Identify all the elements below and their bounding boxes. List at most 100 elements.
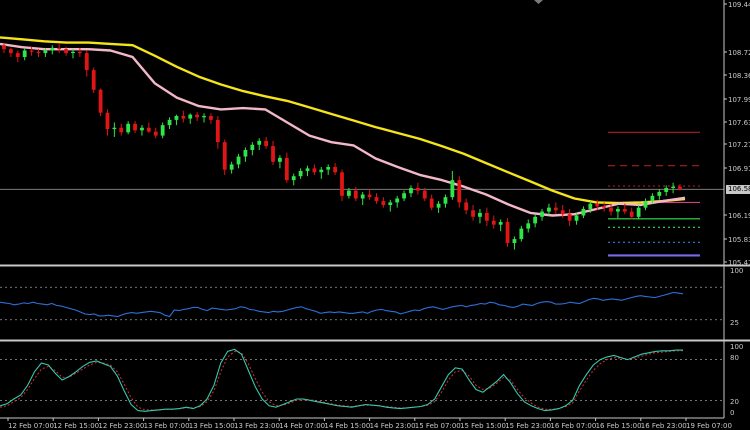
candle-body [436,203,441,208]
candle-body [71,51,75,54]
time-tick-label: 12 Feb 07:00 [8,422,54,430]
candle-body [112,127,117,130]
candle-body [195,114,200,118]
candle-body [257,140,262,145]
price-panel [0,36,724,257]
candle-body [174,115,179,120]
scroll-marker-icon[interactable] [534,0,543,4]
time-tick-label: 16 Feb 23:00 [641,422,687,430]
candle-body [664,187,669,192]
candle-body [215,119,220,143]
candle-body [271,146,275,162]
candle-body [671,186,675,188]
candle-body [15,53,20,58]
candle-body [209,115,213,120]
rsi-tick-label: 100 [730,267,743,275]
candle-body [422,190,427,199]
time-tick-label: 15 Feb 23:00 [505,422,551,430]
candle-body [43,50,48,54]
candle-body [560,210,565,215]
candle-body [264,140,269,147]
stochastic-main-line [0,348,683,412]
candle-body [236,156,241,165]
candle-body [360,194,365,199]
candle-body [133,123,137,131]
price-tick-label: 108.36 [728,72,750,80]
candle-body [126,123,131,133]
candle-body [278,157,282,162]
candle-body [409,187,413,194]
candle-body [305,168,310,171]
candle-body [457,180,462,203]
candle-body [643,201,648,208]
candle-body [464,202,469,211]
candle-body [512,239,517,244]
time-tick-label: 16 Feb 07:00 [550,422,596,430]
price-tick-label: 108.72 [728,49,750,57]
candle-body [22,50,27,58]
candle-body [381,201,386,206]
candle-body [167,119,172,126]
candle-body [505,222,510,244]
rsi-tick-label: 25 [730,319,739,327]
candle-body [298,170,303,177]
candle-body [153,131,158,136]
candle-body [622,208,627,212]
candle-body [50,47,55,51]
candle-body [526,223,531,229]
price-tick-label: 106.91 [728,165,750,173]
candle-body [609,207,613,212]
candle-body [374,197,379,202]
candle-body [340,172,344,196]
time-tick-label: 15 Feb 15:00 [460,422,506,430]
candle-body [429,198,434,208]
candle-body [36,51,41,54]
candle-body [98,89,103,113]
candle-body [146,127,151,132]
candle-body [181,115,186,119]
candle-body [326,167,331,170]
candle-body [581,208,586,216]
candle-body [105,112,110,130]
stochastic-tick-label: 20 [730,398,739,406]
candle-body [498,222,503,225]
candle-body [657,191,662,196]
candle-body [491,220,496,225]
candle-body [291,176,296,181]
candle-body [29,50,34,52]
stochastic-tick-label: 0 [730,409,734,417]
candle-body [250,144,255,151]
candle-body [319,169,324,173]
candle-body [616,208,620,212]
stochastic-signal-line [0,350,683,411]
time-tick-label: 19 Feb 07:00 [686,422,732,430]
candle-body [567,214,572,221]
candle-body [402,193,406,199]
candle-body [595,203,600,207]
price-tick-label: 106.19 [728,212,750,220]
candle-body [77,51,82,54]
time-tick-label: 15 Feb 07:00 [415,422,461,430]
candle-body [484,212,489,221]
time-tick-label: 13 Feb 15:00 [189,422,235,430]
candle-body [347,190,351,196]
price-tick-label: 109.44 [728,1,750,9]
candle-body [91,70,96,90]
candle-body [312,168,317,173]
candle-body [367,194,372,198]
candle-body [2,45,6,50]
time-tick-label: 13 Feb 07:00 [144,422,190,430]
candle-body [388,202,393,206]
candle-body [202,115,206,118]
time-tick-label: 14 Feb 15:00 [324,422,370,430]
candle-body [64,49,68,54]
candle-body [353,190,358,199]
price-tick-label: 105.83 [728,236,750,244]
candle-body [119,127,124,133]
stochastic-tick-label: 80 [730,354,739,362]
candle-body [629,211,634,217]
candle-body [243,150,248,157]
time-tick-label: 14 Feb 23:00 [370,422,416,430]
